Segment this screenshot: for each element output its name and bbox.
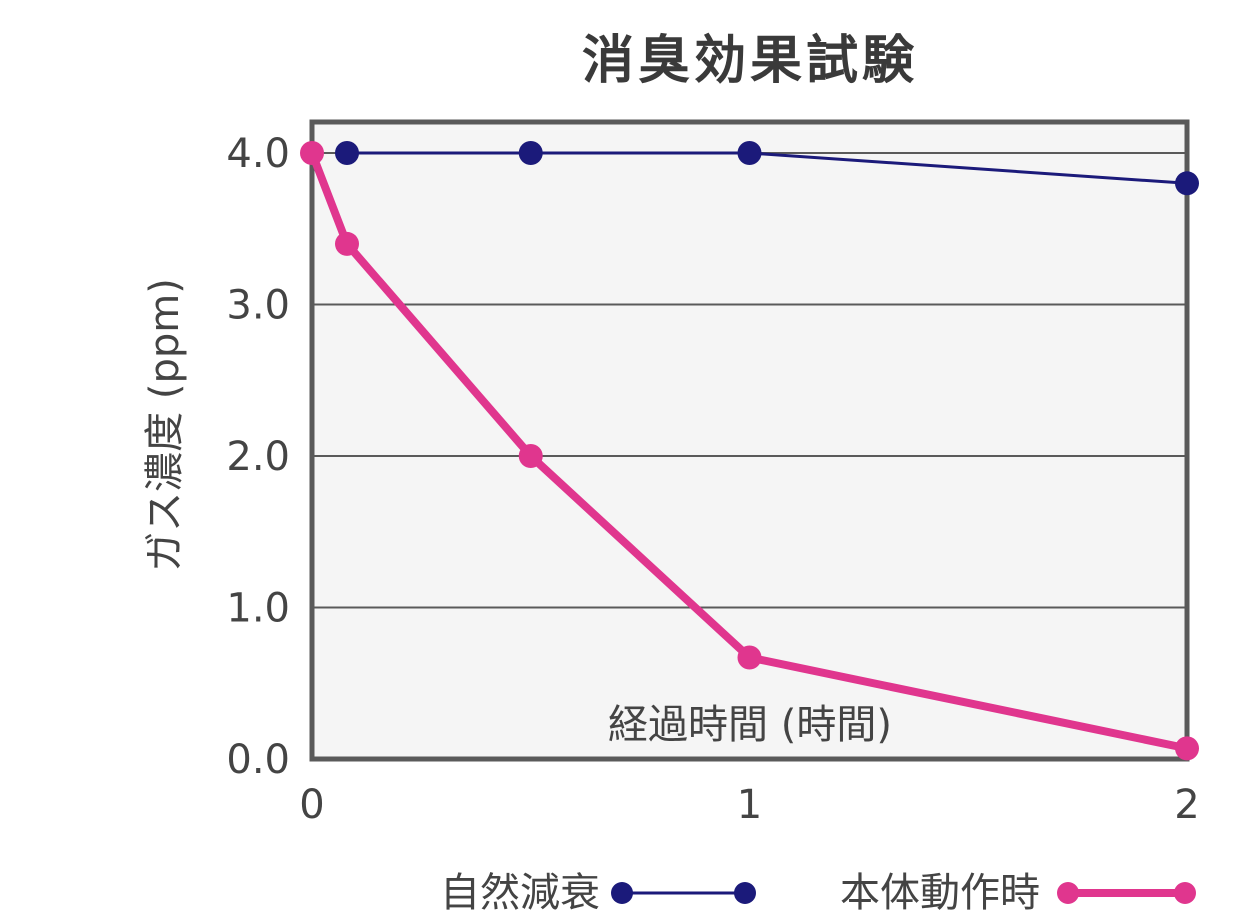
- legend-item: 本体動作時: [840, 870, 1196, 916]
- data-point: [737, 141, 762, 165]
- data-point: [300, 141, 324, 165]
- chart-title: 消臭効果試験: [582, 31, 918, 91]
- series-1: [335, 141, 1199, 196]
- y-tick-label: 0.0: [226, 737, 290, 783]
- x-axis-label: 経過時間 (時間): [608, 702, 892, 748]
- legend: 自然減衰 本体動作時: [440, 870, 1196, 916]
- x-tick-labels: 0 1 2: [299, 782, 1199, 828]
- x-tick-label: 2: [1174, 782, 1199, 828]
- x-tick-label: 1: [737, 782, 762, 828]
- plot-frame: [309, 119, 1190, 762]
- y-tick-labels: 0.0 1.0 2.0 3.0 4.0: [226, 131, 290, 783]
- legend-label: 自然減衰: [440, 870, 600, 916]
- data-point: [1175, 736, 1199, 761]
- series-line: [345, 151, 1189, 185]
- data-point: [518, 141, 543, 165]
- data-point: [518, 444, 543, 468]
- legend-item: 自然減衰: [440, 870, 756, 916]
- series-layer: [300, 141, 1199, 761]
- y-tick-label: 1.0: [226, 586, 290, 632]
- legend-label: 本体動作時: [840, 870, 1040, 916]
- y-tick-label: 2.0: [226, 434, 290, 480]
- data-point: [1175, 171, 1199, 196]
- y-tick-label: 3.0: [226, 283, 290, 329]
- legend-marker: [1057, 882, 1079, 904]
- x-tick-label: 0: [299, 782, 324, 828]
- legend-marker: [734, 882, 756, 904]
- y-tick-label: 4.0: [226, 131, 290, 177]
- y-axis-label: ガス濃度 (ppm): [142, 278, 188, 572]
- data-point: [335, 231, 359, 256]
- data-point: [335, 141, 359, 165]
- series-2: [300, 141, 1199, 761]
- legend-marker: [1174, 882, 1196, 904]
- data-point: [737, 645, 762, 670]
- legend-marker: [611, 882, 633, 904]
